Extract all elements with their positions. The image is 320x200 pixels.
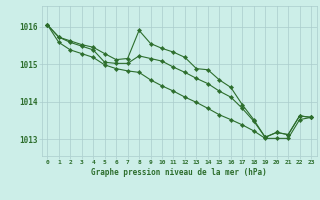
X-axis label: Graphe pression niveau de la mer (hPa): Graphe pression niveau de la mer (hPa): [91, 168, 267, 177]
